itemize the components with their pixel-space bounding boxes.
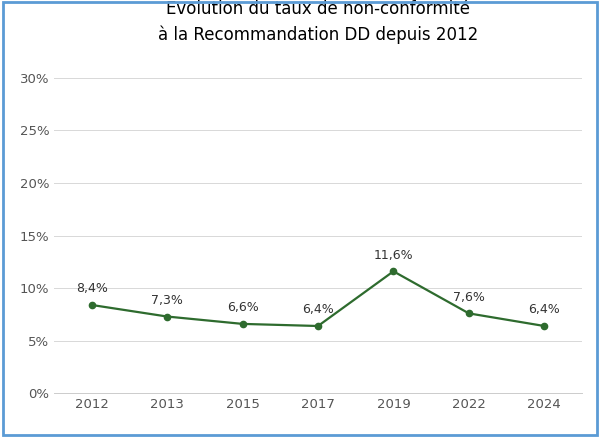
Text: 7,3%: 7,3% xyxy=(151,294,183,307)
Text: 8,4%: 8,4% xyxy=(76,282,107,295)
Text: 6,4%: 6,4% xyxy=(302,303,334,316)
Text: 6,6%: 6,6% xyxy=(227,301,259,314)
Title: Évolution du taux de non-conformité
à la Recommandation DD depuis 2012: Évolution du taux de non-conformité à la… xyxy=(158,0,478,44)
Text: 11,6%: 11,6% xyxy=(374,249,413,262)
Text: 6,4%: 6,4% xyxy=(529,303,560,316)
Text: 7,6%: 7,6% xyxy=(453,291,485,304)
